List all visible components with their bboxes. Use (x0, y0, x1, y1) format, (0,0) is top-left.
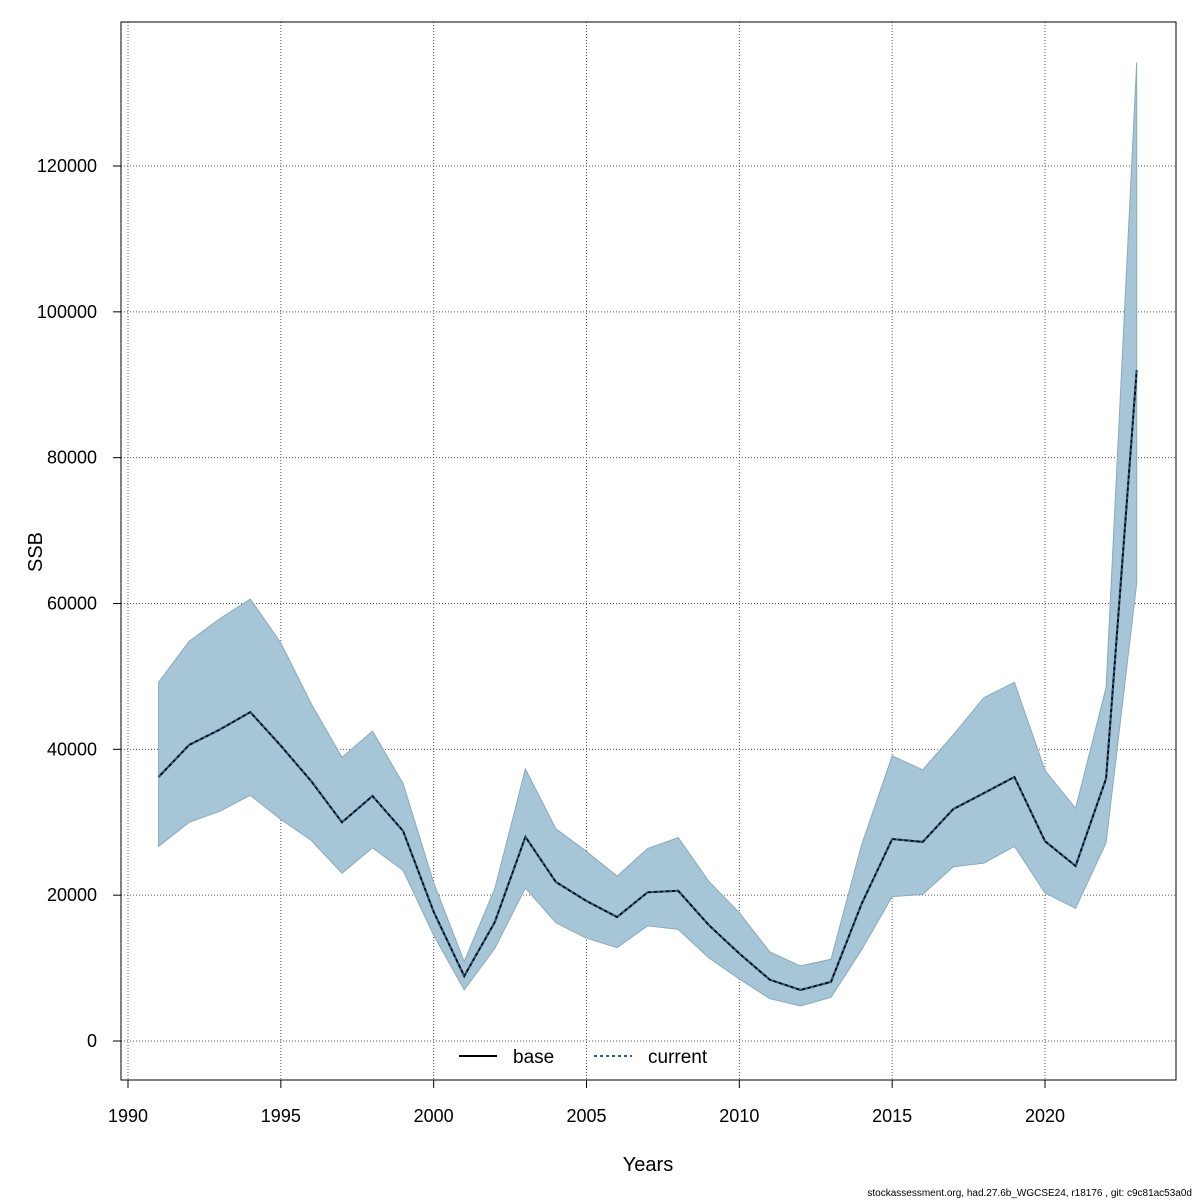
footer-credit: stockassessment.org, had.27.6b_WGCSE24, … (867, 1188, 1192, 1199)
x-tick-label-2005: 2005 (566, 1106, 606, 1126)
y-axis: 0 20000 40000 60000 80000 100000 120000 (37, 156, 122, 1051)
legend-label-base: base (513, 1047, 554, 1068)
x-tick-label-2010: 2010 (719, 1106, 759, 1126)
x-tick-label-1990: 1990 (108, 1106, 148, 1126)
y-tick-label-40000: 40000 (47, 739, 97, 759)
x-tick-label-2000: 2000 (414, 1106, 454, 1126)
x-tick-label-2020: 2020 (1025, 1106, 1065, 1126)
y-tick-label-120000: 120000 (37, 156, 97, 176)
x-axis: 1990 1995 2000 2005 2010 2015 2020 (108, 1079, 1065, 1126)
x-axis-title: Years (623, 1154, 673, 1176)
y-tick-label-60000: 60000 (47, 594, 97, 614)
x-tick-label-1995: 1995 (261, 1106, 301, 1126)
y-tick-label-100000: 100000 (37, 302, 97, 322)
y-tick-label-0: 0 (87, 1031, 97, 1051)
legend: base current (459, 1047, 708, 1068)
series-line-current (157, 370, 1138, 992)
confidence-band (158, 62, 1138, 1007)
legend-label-current: current (648, 1047, 708, 1068)
y-tick-label-20000: 20000 (47, 885, 97, 905)
x-tick-label-2015: 2015 (872, 1106, 912, 1126)
y-axis-title: SSB (25, 532, 47, 572)
y-tick-label-80000: 80000 (47, 448, 97, 468)
